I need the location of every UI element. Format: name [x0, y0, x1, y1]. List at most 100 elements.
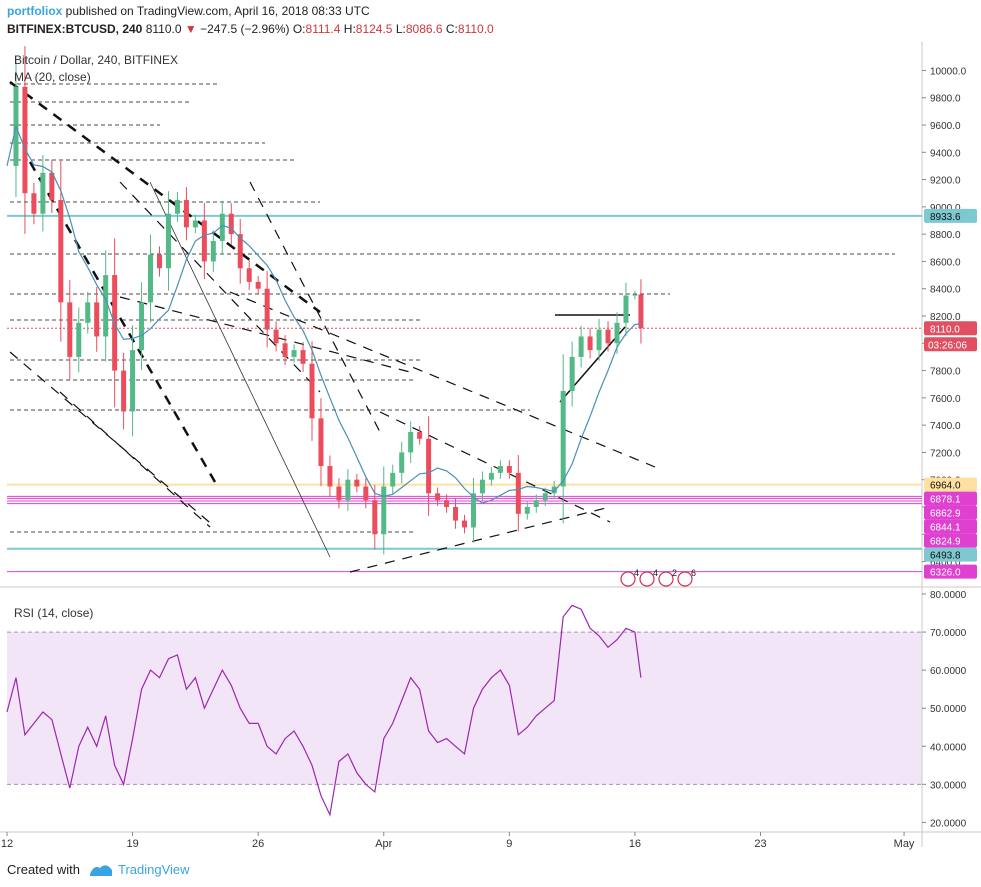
level-tag-label: 6844.1 [930, 523, 961, 534]
candle-body [453, 506, 459, 521]
candle-body [192, 220, 198, 228]
rsi-tick-label: 50.0000 [930, 704, 967, 715]
low-value: 8086.6 [405, 22, 443, 36]
candle-body [67, 302, 73, 357]
event-marker-icon [677, 571, 693, 587]
candle-body [40, 172, 46, 214]
chart-header: portfoliox published on TradingView.com,… [0, 0, 981, 42]
trend-line [119, 296, 411, 373]
candle-body [587, 336, 593, 351]
price-tick-label: 7400.0 [930, 421, 961, 432]
rsi-tick-label: 40.0000 [930, 742, 967, 753]
price-tick-label: 8800.0 [930, 230, 961, 241]
candle-body [479, 479, 485, 494]
level-tag [924, 208, 977, 223]
trend-line [249, 181, 381, 433]
publish-info: published on TradingView.com, April 16, … [65, 4, 370, 18]
level-tag [924, 547, 977, 562]
candle-body [201, 220, 207, 262]
candle-body [228, 213, 234, 235]
time-tick-label: 26 [252, 838, 264, 850]
open-label: O: [292, 22, 306, 36]
symbol-line: BITFINEX:BTCUSD, 240 8110.0 ▼ −247.5 (−2… [7, 22, 494, 36]
tradingview-logo-icon [90, 865, 112, 876]
candle-body [103, 275, 109, 337]
open-value: 8111.4 [305, 22, 341, 36]
level-tag-label: 8110.0 [930, 324, 960, 335]
close-label: C: [445, 22, 458, 36]
low-label: L: [395, 22, 406, 36]
level-tag [924, 491, 977, 506]
candle-body [318, 418, 324, 467]
tradingview-brand-link[interactable]: TradingView [118, 862, 190, 877]
rsi-tick-label: 80.0000 [930, 590, 967, 601]
level-tag [924, 519, 977, 534]
rsi-tick-label: 30.0000 [930, 780, 967, 791]
chart-canvas[interactable]: 10000.0 9800.0 9600.0 9400.0 9200.0 9000.0 880… [0, 42, 981, 852]
level-tag [924, 505, 977, 520]
level-tag [924, 477, 977, 492]
price-tick-label: 7200.0 [930, 448, 961, 459]
candle-body [291, 350, 297, 357]
chart-labels: 8933.68110.003:26:066964.06878.16862.968… [14, 53, 977, 620]
candle-body [605, 329, 611, 344]
time-tick-label: 16 [629, 838, 641, 850]
time-tick-label: 12 [1, 838, 13, 850]
grid-layer [0, 42, 981, 852]
candle-body [336, 486, 342, 501]
candle-body [300, 350, 306, 364]
price-tick-label: 9800.0 [930, 94, 961, 105]
level-tag [924, 321, 977, 336]
price-change: −247.5 (−2.96%) [200, 22, 290, 36]
time-tick-label: 19 [126, 838, 138, 850]
rsi-tick-label: 70.0000 [930, 628, 967, 639]
level-tag-label: 6824.9 [930, 537, 961, 548]
candle-body [632, 294, 638, 296]
event-marker-count: 6 [691, 568, 696, 578]
high-value: 8124.5 [355, 22, 393, 36]
price-tick-label: 6400.0 [930, 558, 961, 569]
time-tick-label: Apr [375, 838, 392, 850]
high-label: H: [343, 22, 356, 36]
event-marker-count: 4 [634, 568, 639, 578]
level-tag [924, 564, 977, 579]
trend-line [229, 291, 656, 468]
price-tick-label: 8200.0 [930, 312, 961, 323]
price-tick-label: 7600.0 [930, 394, 961, 405]
candle-body [596, 329, 602, 351]
price-tick-label: 9600.0 [930, 121, 961, 132]
time-tick-label: May [894, 838, 915, 850]
time-tick-label: 23 [754, 838, 766, 850]
level-tag-label: 6862.9 [930, 509, 961, 520]
fib-line [149, 181, 331, 558]
candle-body [372, 500, 378, 535]
moving-average-series [6, 124, 642, 504]
level-tag-label: 6878.1 [930, 495, 961, 506]
symbol-label: BITFINEX:BTCUSD, 240 [7, 22, 143, 36]
ma-indicator-label: MA (20, close) [14, 70, 91, 84]
rsi-line [6, 604, 642, 817]
author-link[interactable]: portfoliox [7, 4, 63, 18]
candle-body [515, 472, 521, 514]
candle-body [210, 240, 216, 262]
trend-line [119, 181, 321, 393]
level-tag-label: 6326.0 [930, 568, 961, 579]
price-pane-title: Bitcoin / Dollar, 240, BITFINEX [14, 53, 178, 67]
candle-body [363, 486, 369, 501]
candle-body [408, 431, 414, 453]
price-tick-label: 8400.0 [930, 285, 961, 296]
candle-body [524, 506, 530, 514]
candle-body [165, 213, 171, 269]
trend-line [349, 506, 611, 573]
price-tick-label: 9200.0 [930, 176, 961, 187]
candle-body [488, 472, 494, 480]
candle-body [49, 172, 55, 201]
horizontal-levels [7, 214, 922, 573]
candle-body [76, 322, 82, 357]
candle-body [390, 472, 396, 487]
candle-body [497, 466, 503, 473]
candle-body [219, 213, 225, 241]
ma-line [6, 124, 642, 504]
trend-line [9, 351, 216, 528]
event-marker-icon [658, 571, 674, 587]
